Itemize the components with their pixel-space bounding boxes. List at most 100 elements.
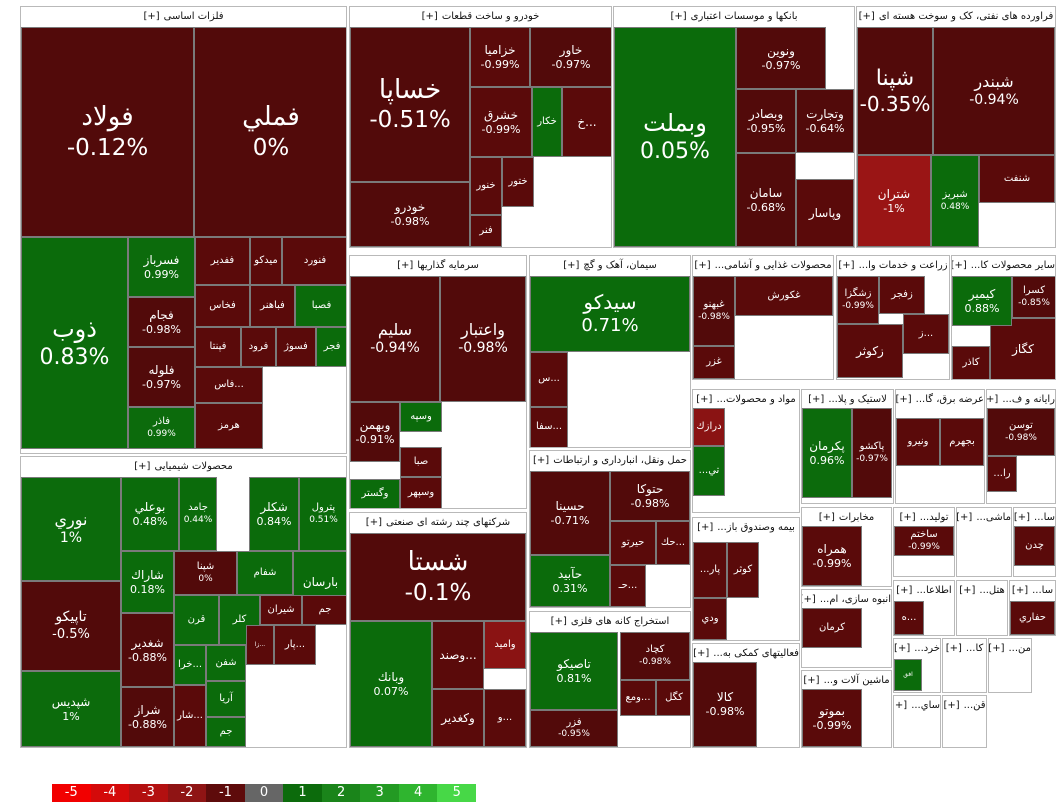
expand-badge[interactable]: [+] [696, 394, 713, 405]
stock-tile[interactable]: شنفت [979, 155, 1055, 203]
sector-header[interactable]: سیمان، آهک و گچ[+] [530, 256, 690, 275]
stock-tile[interactable]: خنور [470, 157, 502, 215]
stock-tile[interactable]: و... [484, 689, 526, 747]
expand-badge[interactable]: [+] [838, 260, 855, 271]
stock-tile[interactable]: ز... [903, 314, 949, 354]
stock-tile[interactable]: كگاز [990, 318, 1055, 379]
stock-tile[interactable]: فباهنر [250, 285, 295, 327]
expand-badge[interactable]: [+] [858, 11, 875, 22]
expand-badge[interactable]: [+] [134, 461, 151, 472]
stock-tile[interactable]: ذوب 0.83% [21, 237, 128, 449]
sector-header[interactable]: فلزات اساسی[+] [21, 7, 346, 26]
sector-header[interactable]: اطلاعا...[+] [894, 581, 954, 600]
stock-tile[interactable]: بجهرم [940, 418, 984, 466]
sector-header[interactable]: محصولات شیمیایی[+] [21, 457, 346, 476]
stock-tile[interactable]: فجر [316, 327, 346, 367]
stock-tile[interactable]: ومع... [620, 680, 656, 716]
stock-tile[interactable]: فنورد [282, 237, 346, 285]
stock-tile[interactable]: كرمان [802, 608, 862, 648]
expand-badge[interactable]: [+] [803, 675, 820, 686]
stock-tile[interactable]: ميدكو [250, 237, 282, 285]
stock-tile[interactable]: تاپيكو -0.5% [21, 581, 121, 671]
stock-tile[interactable]: كسرا -0.85% [1012, 276, 1055, 318]
sector-header[interactable]: سایر محصولات کا...[+] [952, 256, 1055, 275]
stock-tile[interactable]: ...تي [693, 446, 725, 496]
stock-tile[interactable]: سفا... [530, 407, 568, 447]
stock-tile[interactable]: شپنا 0% [174, 551, 237, 595]
stock-tile[interactable]: س... [530, 352, 568, 407]
stock-tile[interactable]: غزر [693, 346, 735, 379]
expand-badge[interactable]: [+] [989, 643, 1005, 654]
sector-header[interactable]: فراورده های نفتی، کک و سوخت هسته ای[+] [857, 7, 1055, 26]
expand-badge[interactable]: [+] [943, 700, 960, 711]
stock-tile[interactable]: كگل [656, 680, 690, 716]
stock-tile[interactable]: حتوكا -0.98% [610, 471, 690, 521]
expand-badge[interactable]: [+] [563, 260, 580, 271]
stock-tile[interactable]: شبندر -0.94% [933, 27, 1055, 155]
sector-header[interactable]: شرکتهای چند رشته ای صنعتی[+] [350, 513, 526, 532]
stock-tile[interactable]: زشگزا -0.99% [837, 276, 879, 324]
stock-tile[interactable]: فسوژ [276, 327, 316, 367]
stock-tile[interactable]: فاذر 0.99% [128, 407, 195, 449]
stock-tile[interactable]: ودي [693, 598, 727, 640]
stock-tile[interactable]: فنر [470, 215, 502, 247]
sector-header[interactable]: ماشی...[+] [957, 508, 1011, 527]
stock-tile[interactable]: واعتبار -0.98% [440, 276, 526, 402]
sector-header[interactable]: كا...[+] [943, 639, 986, 658]
stock-tile[interactable]: پار... [274, 625, 316, 665]
stock-tile[interactable]: كيمير 0.88% [952, 276, 1012, 326]
sector-header[interactable]: فعالیتهای کمکی به...[+] [693, 644, 799, 663]
stock-tile[interactable]: وبانك 0.07% [350, 621, 432, 747]
expand-badge[interactable]: [+] [808, 394, 825, 405]
stock-tile[interactable]: خشرق -0.99% [470, 87, 532, 157]
sector-header[interactable]: مخابرات[+] [802, 508, 891, 527]
stock-tile[interactable]: بوعلي 0.48% [121, 477, 179, 551]
expand-badge[interactable]: [+] [959, 585, 976, 596]
stock-tile[interactable]: تاصيكو 0.81% [530, 632, 618, 710]
expand-badge[interactable]: [+] [899, 512, 916, 523]
stock-tile[interactable]: سليم -0.94% [350, 276, 440, 402]
sector-header[interactable]: ساي...[+] [894, 696, 940, 715]
stock-tile[interactable]: ونوين -0.97% [736, 27, 826, 89]
stock-tile[interactable]: جم [302, 595, 346, 625]
stock-tile[interactable]: شبريز 0.48% [931, 155, 979, 247]
stock-tile[interactable]: شستا -0.1% [350, 533, 526, 621]
expand-badge[interactable]: [+] [397, 260, 414, 271]
stock-tile[interactable]: وسپه [400, 402, 442, 432]
stock-tile[interactable]: شپديس 1% [21, 671, 121, 747]
stock-tile[interactable]: خزاميا -0.99% [470, 27, 530, 87]
expand-badge[interactable]: [+] [421, 11, 438, 22]
sector-header[interactable]: خودرو و ساخت قطعات[+] [350, 7, 611, 26]
stock-tile[interactable]: ونيرو [896, 418, 940, 466]
sector-header[interactable]: استخراج کانه های فلزی[+] [530, 612, 690, 631]
sector-header[interactable]: تولید...[+] [894, 508, 954, 527]
expand-badge[interactable]: [+] [896, 394, 912, 405]
stock-tile[interactable]: وصند... [432, 621, 484, 689]
stock-tile[interactable]: شكلر 0.84% [249, 477, 299, 551]
sector-header[interactable]: رایانه و ف...[+] [987, 390, 1055, 409]
stock-tile[interactable]: سامان -0.68% [736, 153, 796, 247]
stock-tile[interactable]: خودرو -0.98% [350, 182, 470, 247]
sector-header[interactable]: سا...[+] [1014, 508, 1055, 527]
expand-badge[interactable]: [+] [550, 616, 567, 627]
stock-tile[interactable]: خاور -0.97% [530, 27, 611, 87]
stock-tile[interactable]: شغدير -0.88% [121, 613, 174, 687]
stock-tile[interactable]: فاس... [195, 367, 263, 403]
sector-header[interactable]: حمل ونقل، انبارداری و ارتباطات[+] [530, 451, 690, 470]
stock-tile[interactable]: كچاد -0.98% [620, 632, 690, 680]
stock-tile[interactable]: حك... [656, 521, 690, 565]
expand-badge[interactable]: [+] [143, 11, 160, 22]
stock-tile[interactable]: آريا [206, 681, 246, 717]
sector-header[interactable]: انبوه سازی، ام...[+] [802, 590, 891, 609]
stock-tile[interactable]: وتجارت -0.64% [796, 89, 854, 153]
expand-badge[interactable]: [+] [945, 643, 962, 654]
expand-badge[interactable]: [+] [694, 260, 711, 271]
expand-badge[interactable]: [+] [1011, 585, 1029, 596]
stock-tile[interactable]: افق [894, 659, 922, 691]
sector-header[interactable]: خرد...[+] [894, 639, 940, 658]
stock-tile[interactable]: خساپا -0.51% [350, 27, 470, 182]
expand-badge[interactable]: [+] [670, 11, 687, 22]
stock-tile[interactable]: سيدكو 0.71% [530, 276, 690, 352]
sector-header[interactable]: هتل...[+] [957, 581, 1007, 600]
stock-tile[interactable]: شراز -0.88% [121, 687, 174, 747]
